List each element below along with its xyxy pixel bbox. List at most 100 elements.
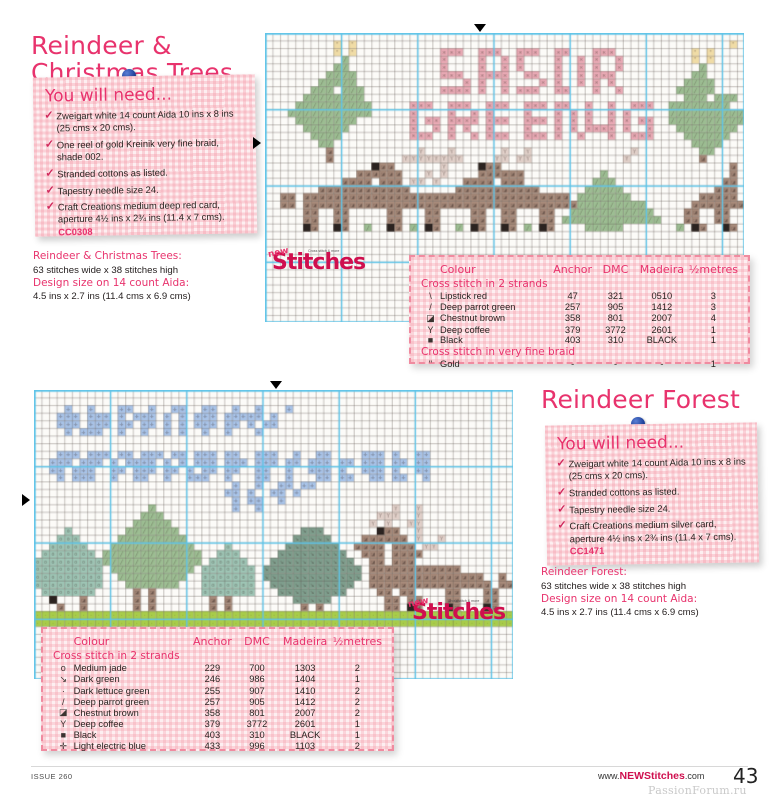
metres-cell: 2: [354, 685, 360, 696]
requirement-text: Stranded cottons as listed.: [57, 166, 168, 180]
symbol-cell: ↘: [59, 673, 68, 684]
metres-cell: 1: [354, 674, 360, 685]
colour-name-cell: Dark lettuce green: [73, 685, 150, 696]
colour-name-cell: Deep parrot green: [73, 696, 150, 707]
dmc-cell: 310: [249, 729, 265, 740]
madeira-cell: 1103: [295, 741, 316, 752]
colour-name-cell: Light electric blue: [73, 741, 146, 752]
list-item: ✓ Stranded cottons as listed.: [45, 165, 247, 180]
logo-word: Stitches: [272, 250, 366, 275]
anchor-cell: 379: [204, 719, 221, 730]
madeira-cell: 1404: [294, 674, 316, 685]
check-icon: ✓: [45, 167, 55, 180]
requirement-text: Zweigart white 14 count Aida 10 ins x 8 …: [56, 107, 234, 134]
check-icon: ✓: [45, 200, 56, 213]
website-prefix: www.: [598, 771, 620, 781]
metres-cell: 1: [710, 335, 716, 346]
logo-word: Stitches: [412, 600, 506, 625]
madeira-cell: 2601: [294, 719, 316, 730]
list-item: ✓ Craft Creations medium deep red card, a…: [45, 199, 249, 239]
table-row: ◪ Chestnut brown 358 801 2007 4: [421, 312, 738, 324]
metres-cell: 1: [354, 729, 360, 740]
newstitches-logo-1: Stitches new Cross stitch & more: [267, 246, 366, 275]
madeira-cell: BLACK: [646, 335, 678, 346]
anchor-cell: 257: [204, 696, 221, 707]
anchor-cell: 358: [564, 313, 581, 324]
list-item: ✓ Stranded cottons as listed.: [557, 484, 749, 499]
design1-info-size: 63 stitches wide x 38 stitches high: [33, 264, 179, 276]
anchor-cell: 403: [204, 729, 221, 740]
table-row: · Dark lettuce green 255 907 1410 2: [53, 685, 382, 696]
madeira-cell: 1412: [294, 696, 316, 707]
dmc-cell: 3772: [605, 324, 626, 335]
check-icon: ✓: [557, 519, 567, 532]
website-brand: NEWStitches: [619, 770, 685, 782]
design1-product-code: CC0308: [58, 225, 93, 237]
colour-name-cell: Chestnut brown: [73, 707, 139, 718]
dmc-cell: 905: [607, 301, 624, 312]
list-item: ✓ Tapestry needle size 24.: [557, 501, 749, 516]
metres-cell: 3: [710, 301, 716, 312]
chart2-top-center-marker: [270, 381, 282, 389]
colour-name-cell: Black: [439, 335, 463, 346]
madeira-cell: 2601: [651, 324, 673, 335]
requirement-text: Craft Creations medium deep red card, ap…: [57, 199, 225, 225]
chart2-left-center-marker: [22, 494, 30, 506]
symbol-cell: ◪: [59, 707, 68, 718]
metres-cell: 1: [710, 359, 716, 370]
list-item: ✓ Zweigart white 14 count Aida 10 ins x 8…: [556, 455, 748, 482]
check-icon: ✓: [556, 457, 566, 470]
metres-header: ½metres: [688, 263, 738, 277]
symbol-cell: ■: [427, 335, 434, 346]
madeira-cell: 1410: [294, 685, 316, 696]
madeira-cell: -: [660, 359, 664, 370]
metres-cell: 3: [710, 291, 716, 302]
colour-name-cell: Lipstick red: [439, 291, 488, 302]
check-icon: ✓: [557, 502, 567, 516]
colour-header: Colour: [73, 635, 110, 649]
dmc-cell: 321: [607, 291, 624, 302]
dmc-cell: -: [613, 359, 618, 370]
section-heading-row: Cross stitch in 2 strands: [421, 277, 738, 290]
design1-requirements-card: You will need... ✓ Zweigart white 14 coun…: [32, 74, 258, 238]
symbol-cell: ✛: [59, 740, 68, 751]
symbol-header: [421, 263, 440, 277]
colour-name-cell: Deep coffee: [73, 719, 124, 730]
list-item: ✓ Tapestry needle size 24.: [45, 182, 247, 197]
check-icon: ✓: [44, 138, 55, 151]
symbol-cell: o: [60, 663, 66, 674]
table-row: o Medium jade 229 700 1303 2: [53, 663, 382, 674]
dmc-header: DMC: [602, 263, 629, 277]
dmc-cell: 986: [249, 674, 265, 685]
table-row: \ Lipstick red 47 321 0510 3: [421, 291, 738, 302]
table-row: ■ Black 403 310 BLACK 1: [53, 729, 382, 740]
madeira-cell: 1412: [651, 301, 673, 312]
metres-cell: 2: [354, 663, 360, 674]
dmc-cell: 3772: [246, 719, 268, 730]
design1-info-design-value: 4.5 ins x 2.7 ins (11.4 cms x 6.9 cms): [33, 291, 191, 302]
symbol-cell: Y: [60, 719, 67, 730]
table-row: Y Deep coffee 379 3772 2601 1: [421, 324, 738, 335]
dmc-cell: 801: [607, 313, 624, 324]
section-heading-row: Cross stitch in 2 strands: [53, 649, 382, 662]
metres-cell: 4: [710, 313, 716, 324]
footer-divider: [31, 766, 748, 767]
table-row: / Deep parrot green 257 905 1412 3: [421, 302, 738, 313]
symbol-cell: ·: [61, 685, 65, 696]
anchor-cell: 257: [564, 301, 581, 312]
design1-info-design-label: Design size on 14 count Aida:: [33, 276, 190, 289]
table-row: ◪ Chestnut brown 358 801 2007 2: [53, 707, 382, 719]
symbol-cell: ■: [60, 729, 67, 740]
colour-key-table-2: Colour Anchor DMC Madeira ½metres Cross …: [53, 635, 382, 752]
madeira-cell: 2007: [651, 313, 673, 324]
dmc-cell: 905: [249, 696, 265, 707]
symbol-cell: \: [429, 291, 432, 302]
symbol-cell: ◪: [426, 312, 435, 323]
metres-cell: 1: [710, 324, 716, 335]
section-2-label: Cross stitch in very fine braid: [421, 346, 576, 359]
design1-requirements-list: ✓ Zweigart white 14 count Aida 10 ins x 8…: [33, 107, 257, 238]
check-icon: ✓: [45, 183, 55, 197]
dmc-cell: 996: [249, 741, 265, 752]
section-heading-row: Cross stitch in very fine braid: [421, 346, 738, 359]
